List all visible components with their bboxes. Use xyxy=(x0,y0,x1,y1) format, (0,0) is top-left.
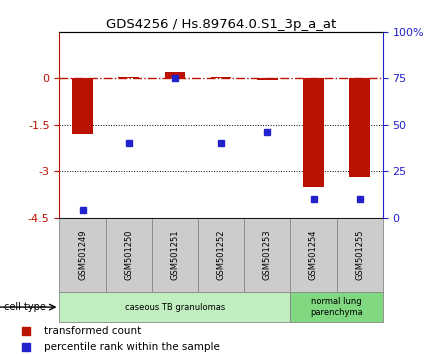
Text: GSM501255: GSM501255 xyxy=(355,230,364,280)
Text: GSM501250: GSM501250 xyxy=(124,230,133,280)
Bar xyxy=(349,78,370,177)
FancyBboxPatch shape xyxy=(152,218,198,292)
FancyBboxPatch shape xyxy=(337,218,383,292)
Text: cell type: cell type xyxy=(4,302,46,312)
Text: transformed count: transformed count xyxy=(44,326,141,336)
FancyBboxPatch shape xyxy=(198,218,244,292)
Bar xyxy=(211,77,231,78)
FancyBboxPatch shape xyxy=(106,218,152,292)
Text: GSM501254: GSM501254 xyxy=(309,230,318,280)
Text: normal lung
parenchyma: normal lung parenchyma xyxy=(310,297,363,317)
Bar xyxy=(303,78,324,187)
FancyBboxPatch shape xyxy=(244,218,290,292)
Bar xyxy=(257,78,278,80)
Text: percentile rank within the sample: percentile rank within the sample xyxy=(44,342,220,352)
Text: GSM501253: GSM501253 xyxy=(263,229,272,280)
FancyBboxPatch shape xyxy=(59,292,290,322)
FancyBboxPatch shape xyxy=(290,218,337,292)
Text: GSM501251: GSM501251 xyxy=(170,230,180,280)
Bar xyxy=(72,78,93,134)
Text: caseous TB granulomas: caseous TB granulomas xyxy=(125,303,225,312)
Text: GSM501249: GSM501249 xyxy=(78,230,87,280)
FancyBboxPatch shape xyxy=(59,218,106,292)
Text: GSM501252: GSM501252 xyxy=(216,230,226,280)
Title: GDS4256 / Hs.89764.0.S1_3p_a_at: GDS4256 / Hs.89764.0.S1_3p_a_at xyxy=(106,18,336,31)
FancyBboxPatch shape xyxy=(290,292,383,322)
Bar xyxy=(165,72,185,78)
Bar xyxy=(118,77,139,78)
